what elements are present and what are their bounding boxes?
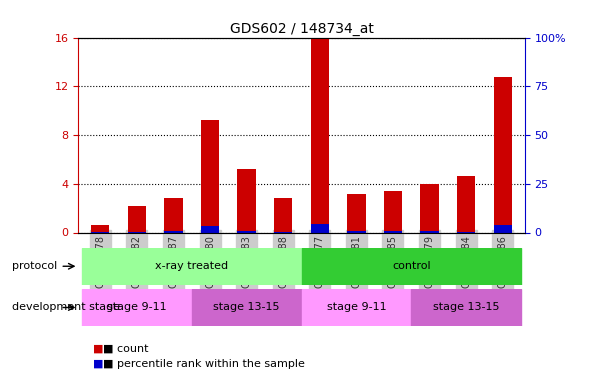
Bar <box>420 231 438 232</box>
Bar <box>165 231 183 232</box>
Bar <box>128 206 146 232</box>
Bar <box>274 231 292 232</box>
Bar <box>91 225 110 232</box>
Bar <box>420 184 438 232</box>
Bar <box>493 76 512 232</box>
Text: x-ray treated: x-ray treated <box>155 261 229 271</box>
Bar <box>457 177 475 232</box>
Text: GDS602 / 148734_at: GDS602 / 148734_at <box>230 22 373 36</box>
Text: control: control <box>392 261 431 271</box>
Bar <box>347 231 365 232</box>
Bar <box>238 231 256 232</box>
Bar <box>192 289 302 326</box>
Bar <box>201 120 219 232</box>
Bar <box>274 198 292 232</box>
Text: protocol: protocol <box>12 261 57 271</box>
Text: ■ count: ■ count <box>103 344 148 354</box>
Text: stage 9-11: stage 9-11 <box>107 303 166 312</box>
Text: ■ percentile rank within the sample: ■ percentile rank within the sample <box>103 359 305 369</box>
Bar <box>347 194 365 232</box>
Text: ■: ■ <box>93 359 104 369</box>
Text: stage 13-15: stage 13-15 <box>213 303 280 312</box>
Bar <box>165 198 183 232</box>
Bar <box>302 289 411 326</box>
Bar <box>311 224 329 232</box>
Bar <box>384 191 402 232</box>
Bar <box>82 289 192 326</box>
Text: stage 9-11: stage 9-11 <box>327 303 386 312</box>
Bar <box>411 289 521 326</box>
Text: development stage: development stage <box>12 303 120 312</box>
Text: ■: ■ <box>93 344 104 354</box>
Bar <box>302 248 521 285</box>
Bar <box>238 169 256 232</box>
Text: stage 13-15: stage 13-15 <box>433 303 499 312</box>
Bar <box>201 226 219 232</box>
Bar <box>493 225 512 232</box>
Bar <box>82 248 302 285</box>
Bar <box>384 231 402 232</box>
Bar <box>311 38 329 232</box>
